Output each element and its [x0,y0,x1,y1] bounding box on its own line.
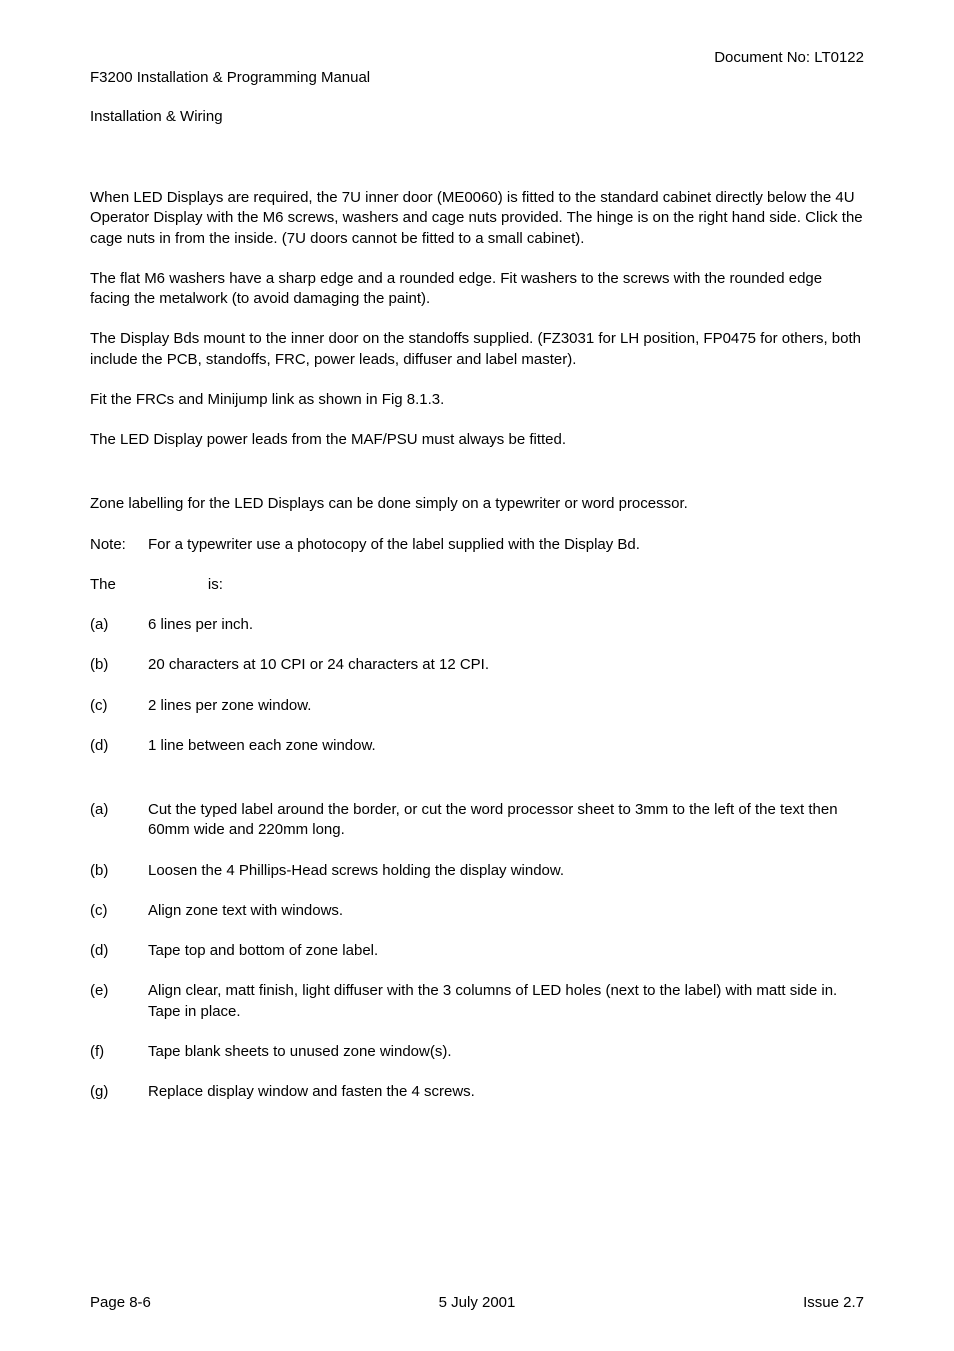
paragraph: Zone labelling for the LED Displays can … [90,494,864,514]
list-item: (b) Loosen the 4 Phillips-Head screws ho… [90,861,864,881]
list-item: (f) Tape blank sheets to unused zone win… [90,1042,864,1062]
list-text: 1 line between each zone window. [148,736,864,756]
header-left-line1: F3200 Installation & Programming Manual [90,69,370,86]
list-label: (e) [90,981,148,1022]
the-word: The [90,575,116,595]
list-item: (g) Replace display window and fasten th… [90,1082,864,1102]
the-is-line: The is: [90,575,864,595]
header: F3200 Installation & Programming Manual … [90,48,864,126]
is-word: is: [208,575,223,595]
spacer [90,776,864,800]
list-item: (c) 2 lines per zone window. [90,696,864,716]
list-text: Loosen the 4 Phillips-Head screws holdin… [148,861,864,881]
list-text: Tape blank sheets to unused zone window(… [148,1042,864,1062]
note-label: Note: [90,535,148,555]
list-label: (d) [90,736,148,756]
note-body: For a typewriter use a photocopy of the … [148,535,864,555]
list-label: (b) [90,861,148,881]
header-right: Document No: LT0122 [714,48,864,126]
list-label: (f) [90,1042,148,1062]
paragraph: The flat M6 washers have a sharp edge an… [90,269,864,310]
paragraph: When LED Displays are required, the 7U i… [90,188,864,249]
footer-left: Page 8-6 [90,1294,151,1311]
list-text: Replace display window and fasten the 4 … [148,1082,864,1102]
list-item: (b) 20 characters at 10 CPI or 24 charac… [90,655,864,675]
page: F3200 Installation & Programming Manual … [0,0,954,1351]
footer: Page 8-6 5 July 2001 Issue 2.7 [90,1294,864,1311]
list-label: (b) [90,655,148,675]
list-text: 6 lines per inch. [148,615,864,635]
list-label: (g) [90,1082,148,1102]
list-item: (a) Cut the typed label around the borde… [90,800,864,841]
list-label: (d) [90,941,148,961]
list-text: Align zone text with windows. [148,901,864,921]
list-label: (a) [90,800,148,841]
header-left-line2: Installation & Wiring [90,108,223,125]
list-text: Align clear, matt finish, light diffuser… [148,981,864,1022]
spacer [90,470,864,494]
list-label: (a) [90,615,148,635]
list-item: (c) Align zone text with windows. [90,901,864,921]
paragraph: The LED Display power leads from the MAF… [90,430,864,450]
list-item: (a) 6 lines per inch. [90,615,864,635]
header-left: F3200 Installation & Programming Manual … [90,48,370,126]
list-text: 20 characters at 10 CPI or 24 characters… [148,655,864,675]
paragraph: Fit the FRCs and Minijump link as shown … [90,390,864,410]
footer-right: Issue 2.7 [803,1294,864,1311]
list-item: (d) 1 line between each zone window. [90,736,864,756]
list-label: (c) [90,696,148,716]
list-text: Tape top and bottom of zone label. [148,941,864,961]
paragraph: The Display Bds mount to the inner door … [90,329,864,370]
body: When LED Displays are required, the 7U i… [90,188,864,1102]
note-row: Note: For a typewriter use a photocopy o… [90,535,864,555]
footer-center: 5 July 2001 [439,1294,516,1311]
list-label: (c) [90,901,148,921]
list-text: Cut the typed label around the border, o… [148,800,864,841]
list-item: (e) Align clear, matt finish, light diff… [90,981,864,1022]
list-text: 2 lines per zone window. [148,696,864,716]
list-item: (d) Tape top and bottom of zone label. [90,941,864,961]
